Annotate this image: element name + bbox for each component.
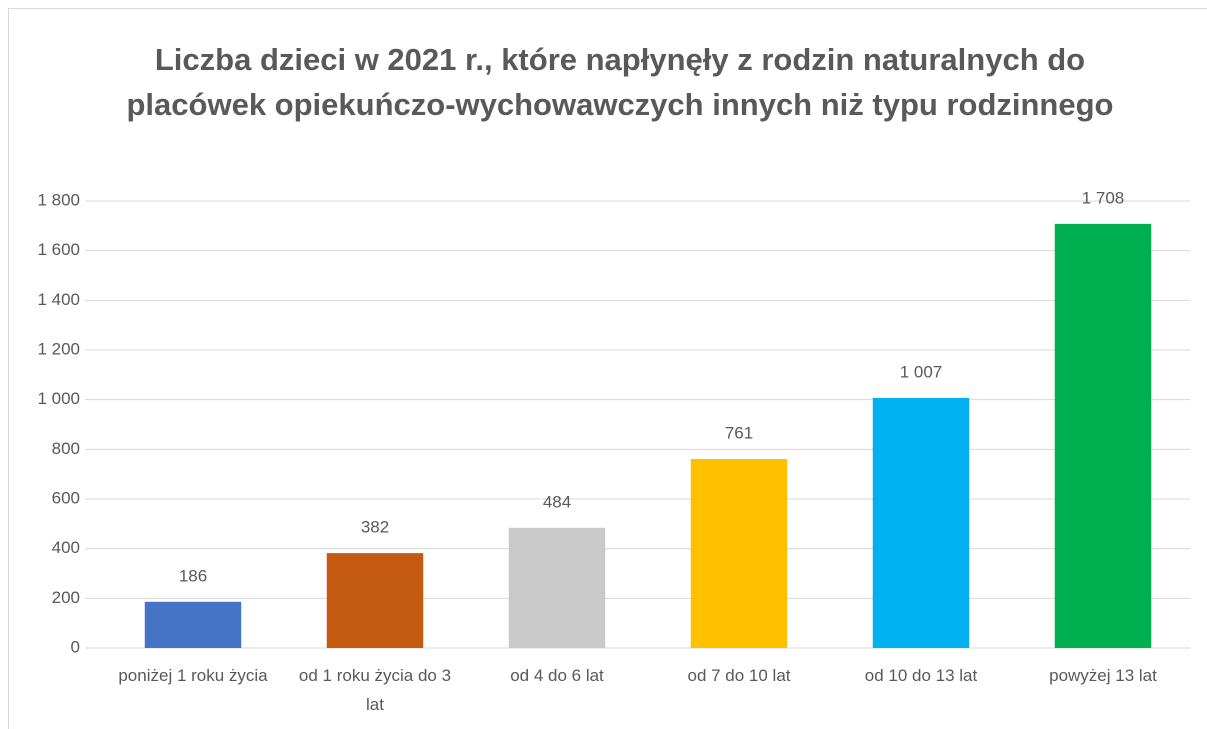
bar	[326, 553, 424, 648]
chart-title: Liczba dzieci w 2021 r., które napłynęły…	[127, 42, 1114, 122]
x-tick-label: od 7 do 10 lat	[687, 666, 790, 685]
bar	[690, 459, 788, 648]
bar	[508, 527, 606, 648]
data-label: 1 708	[1082, 188, 1125, 207]
data-label: 186	[179, 566, 207, 585]
y-tick-label: 1 200	[37, 339, 80, 358]
x-tick-label: powyżej 13 lat	[1049, 666, 1157, 685]
data-label: 484	[543, 492, 571, 511]
data-label: 1 007	[900, 362, 943, 381]
y-tick-label: 1 600	[37, 240, 80, 259]
data-label: 382	[361, 518, 389, 537]
y-tick-label: 800	[52, 439, 80, 458]
x-tick-label: od 4 do 6 lat	[510, 666, 604, 685]
y-tick-label: 1 800	[37, 190, 80, 209]
y-tick-label: 200	[52, 588, 80, 607]
y-tick-label: 1 400	[37, 290, 80, 309]
y-tick-label: 600	[52, 488, 80, 507]
bar	[144, 601, 242, 648]
bar	[1054, 223, 1152, 648]
y-tick-label: 0	[71, 637, 80, 656]
y-tick-label: 1 000	[37, 389, 80, 408]
x-tick-label: poniżej 1 roku życia	[118, 666, 268, 685]
y-tick-label: 400	[52, 538, 80, 557]
bar	[872, 397, 970, 648]
data-label: 761	[725, 424, 753, 443]
x-tick-label: od 10 do 13 lat	[865, 666, 978, 685]
x-tick-label: od 1 roku życia do 3 lat	[299, 666, 451, 714]
